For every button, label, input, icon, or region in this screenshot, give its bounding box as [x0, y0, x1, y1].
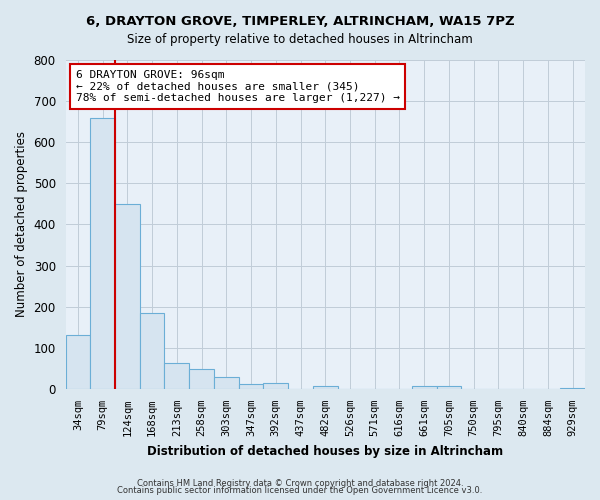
- Bar: [90, 118, 115, 389]
- Bar: [164, 364, 189, 389]
- Bar: [115, 204, 140, 389]
- Bar: [313, 386, 338, 389]
- Text: Size of property relative to detached houses in Altrincham: Size of property relative to detached ho…: [127, 32, 473, 46]
- Bar: [214, 378, 239, 389]
- Bar: [437, 386, 461, 389]
- Bar: [189, 369, 214, 389]
- Text: 6, DRAYTON GROVE, TIMPERLEY, ALTRINCHAM, WA15 7PZ: 6, DRAYTON GROVE, TIMPERLEY, ALTRINCHAM,…: [86, 15, 514, 28]
- Bar: [412, 386, 437, 389]
- Bar: [239, 384, 263, 389]
- Bar: [263, 383, 288, 389]
- Y-axis label: Number of detached properties: Number of detached properties: [15, 132, 28, 318]
- Text: 6 DRAYTON GROVE: 96sqm
← 22% of detached houses are smaller (345)
78% of semi-de: 6 DRAYTON GROVE: 96sqm ← 22% of detached…: [76, 70, 400, 103]
- Bar: [140, 313, 164, 389]
- X-axis label: Distribution of detached houses by size in Altrincham: Distribution of detached houses by size …: [147, 444, 503, 458]
- Text: Contains HM Land Registry data © Crown copyright and database right 2024.: Contains HM Land Registry data © Crown c…: [137, 478, 463, 488]
- Text: Contains public sector information licensed under the Open Government Licence v3: Contains public sector information licen…: [118, 486, 482, 495]
- Bar: [560, 388, 585, 389]
- Bar: [65, 336, 90, 389]
